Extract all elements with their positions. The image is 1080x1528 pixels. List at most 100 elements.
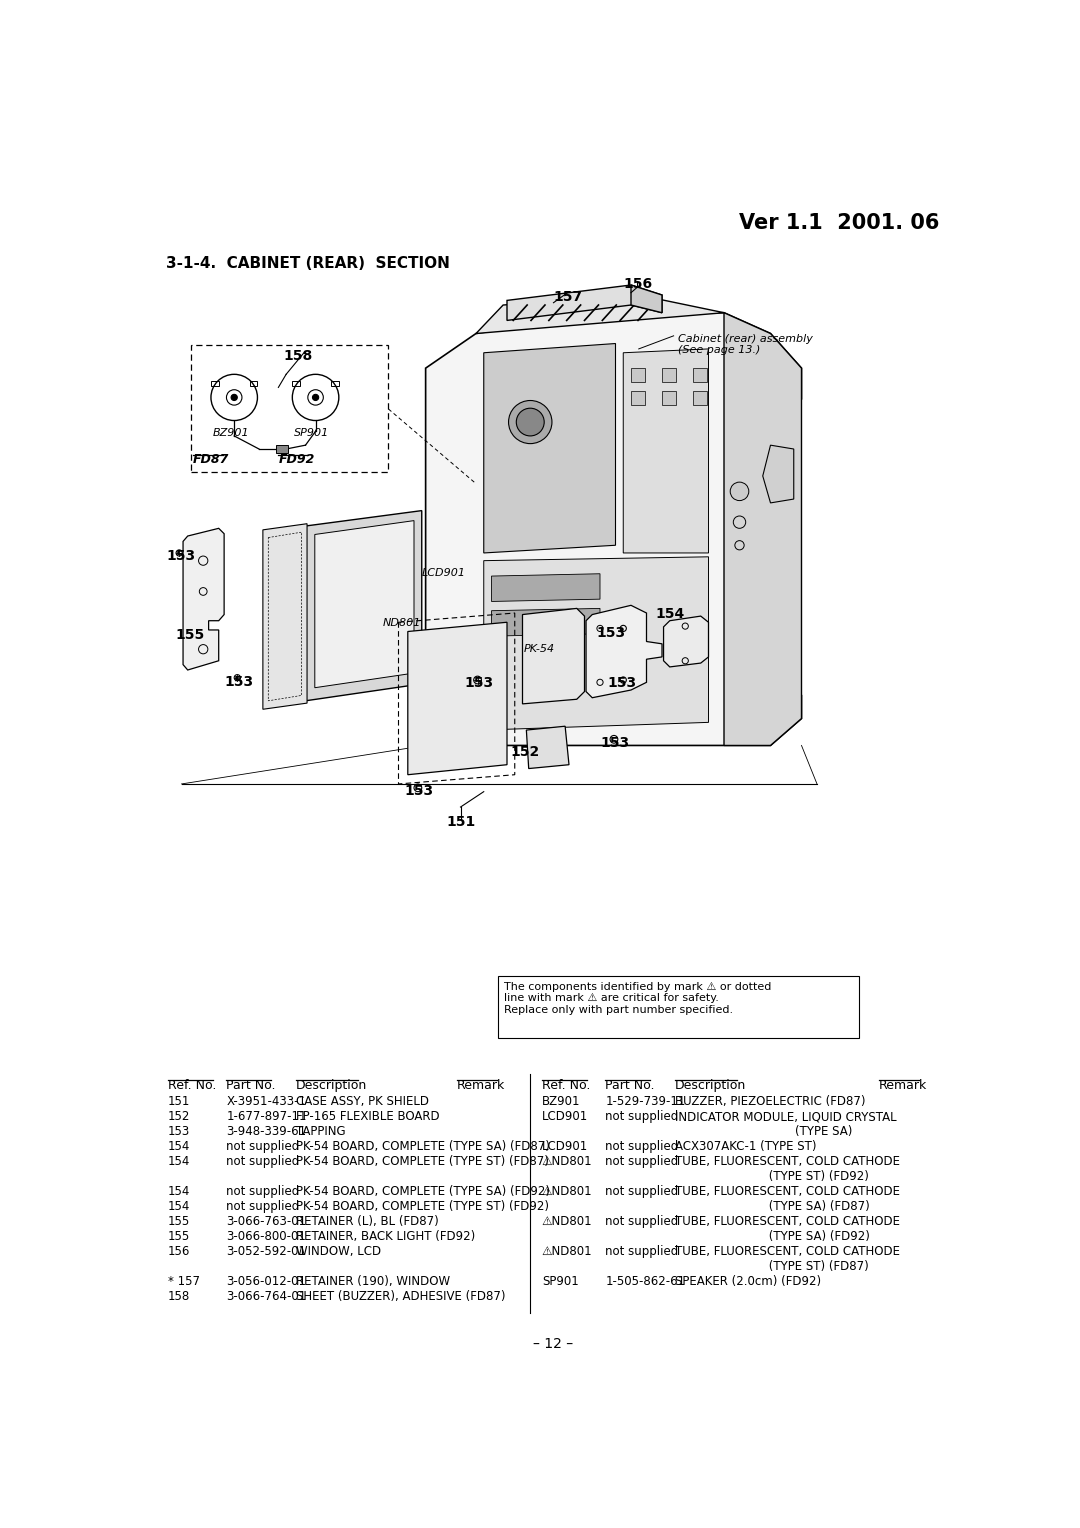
Circle shape: [509, 400, 552, 443]
Text: CASE ASSY, PK SHIELD: CASE ASSY, PK SHIELD: [296, 1096, 429, 1108]
Text: 3-948-339-61: 3-948-339-61: [227, 1125, 307, 1138]
Circle shape: [516, 408, 544, 435]
Text: TAPPING: TAPPING: [296, 1125, 346, 1138]
Polygon shape: [631, 368, 645, 382]
Text: (See page 13.): (See page 13.): [677, 345, 760, 354]
Text: 3-066-800-01: 3-066-800-01: [227, 1230, 307, 1244]
Text: (TYPE SA) (FD87): (TYPE SA) (FD87): [675, 1199, 869, 1213]
Polygon shape: [426, 313, 801, 746]
Text: 151: 151: [167, 1096, 190, 1108]
Polygon shape: [762, 445, 794, 503]
Text: WINDOW, LCD: WINDOW, LCD: [296, 1245, 381, 1258]
Text: ⚠ND801: ⚠ND801: [542, 1215, 593, 1229]
Text: 152: 152: [167, 1109, 190, 1123]
Polygon shape: [724, 313, 801, 746]
Text: ⚠ND801: ⚠ND801: [542, 1186, 593, 1198]
Text: not supplied: not supplied: [227, 1140, 300, 1154]
Text: 158: 158: [284, 348, 313, 364]
Text: not supplied: not supplied: [606, 1186, 678, 1198]
Polygon shape: [631, 391, 645, 405]
Polygon shape: [491, 608, 600, 636]
Text: 155: 155: [175, 628, 204, 642]
Text: BUZZER, PIEZOELECTRIC (FD87): BUZZER, PIEZOELECTRIC (FD87): [675, 1096, 866, 1108]
Text: TUBE, FLUORESCENT, COLD CATHODE: TUBE, FLUORESCENT, COLD CATHODE: [675, 1155, 900, 1167]
Text: 3-056-012-01: 3-056-012-01: [227, 1276, 307, 1288]
Text: 156: 156: [167, 1245, 190, 1258]
Text: 152: 152: [511, 746, 540, 759]
Text: not supplied: not supplied: [227, 1155, 300, 1167]
Text: RETAINER (190), WINDOW: RETAINER (190), WINDOW: [296, 1276, 450, 1288]
Text: Description: Description: [675, 1079, 746, 1093]
Text: (TYPE ST) (FD87): (TYPE ST) (FD87): [675, 1261, 869, 1273]
Polygon shape: [491, 573, 600, 602]
Text: – 12 –: – 12 –: [534, 1337, 573, 1351]
Text: LCD901: LCD901: [422, 568, 465, 579]
Bar: [191, 345, 389, 472]
Text: ⚠ND801: ⚠ND801: [542, 1245, 593, 1258]
Text: BZ901: BZ901: [213, 428, 249, 439]
Polygon shape: [586, 605, 662, 698]
Text: INDICATOR MODULE, LIQUID CRYSTAL: INDICATOR MODULE, LIQUID CRYSTAL: [675, 1109, 896, 1123]
Text: 154: 154: [656, 607, 685, 620]
Text: Ref. No.: Ref. No.: [542, 1079, 591, 1093]
Text: Part No.: Part No.: [227, 1079, 276, 1093]
Text: ACX307AKC-1 (TYPE ST): ACX307AKC-1 (TYPE ST): [675, 1140, 816, 1154]
Text: BZ901: BZ901: [542, 1096, 580, 1108]
Text: not supplied: not supplied: [606, 1140, 678, 1154]
Polygon shape: [526, 726, 569, 769]
Text: 3-066-763-01: 3-066-763-01: [227, 1215, 307, 1229]
Text: Remark: Remark: [457, 1079, 504, 1093]
Text: 1-677-897-11: 1-677-897-11: [227, 1109, 307, 1123]
Text: not supplied: not supplied: [606, 1215, 678, 1229]
Text: RETAINER (L), BL (FD87): RETAINER (L), BL (FD87): [296, 1215, 438, 1229]
Text: 153: 153: [167, 1125, 190, 1138]
Text: FD87: FD87: [193, 452, 229, 466]
Polygon shape: [183, 529, 225, 669]
Text: ⚠ND801: ⚠ND801: [542, 1155, 593, 1167]
Text: 158: 158: [167, 1290, 190, 1303]
Text: TUBE, FLUORESCENT, COLD CATHODE: TUBE, FLUORESCENT, COLD CATHODE: [675, 1215, 900, 1229]
Text: not supplied: not supplied: [606, 1155, 678, 1167]
Text: LCD901: LCD901: [542, 1140, 589, 1154]
Polygon shape: [476, 295, 724, 333]
Text: ND801: ND801: [383, 619, 421, 628]
Text: PK-54 BOARD, COMPLETE (TYPE ST) (FD87): PK-54 BOARD, COMPLETE (TYPE ST) (FD87): [296, 1155, 549, 1167]
Text: 1-529-739-11: 1-529-739-11: [606, 1096, 686, 1108]
Polygon shape: [693, 391, 707, 405]
Text: 154: 154: [167, 1155, 190, 1167]
Text: 156: 156: [623, 277, 652, 292]
Polygon shape: [314, 521, 414, 688]
Text: Description: Description: [296, 1079, 367, 1093]
Polygon shape: [662, 391, 676, 405]
Text: TUBE, FLUORESCENT, COLD CATHODE: TUBE, FLUORESCENT, COLD CATHODE: [675, 1245, 900, 1258]
Text: 151: 151: [446, 814, 476, 828]
Text: Ref. No.: Ref. No.: [167, 1079, 216, 1093]
Text: The components identified by mark ⚠ or dotted
line with mark ⚠ are critical for : The components identified by mark ⚠ or d…: [504, 983, 771, 1015]
Polygon shape: [507, 286, 662, 321]
Circle shape: [312, 394, 319, 400]
Text: (TYPE ST) (FD92): (TYPE ST) (FD92): [675, 1170, 869, 1183]
Text: not supplied: not supplied: [606, 1245, 678, 1258]
Text: RETAINER, BACK LIGHT (FD92): RETAINER, BACK LIGHT (FD92): [296, 1230, 475, 1244]
Text: 155: 155: [167, 1230, 190, 1244]
Text: 153: 153: [608, 677, 637, 691]
Text: 153: 153: [166, 549, 195, 564]
Polygon shape: [693, 368, 707, 382]
Polygon shape: [663, 616, 708, 666]
Text: 155: 155: [167, 1215, 190, 1229]
Text: not supplied: not supplied: [227, 1186, 300, 1198]
Text: SP901: SP901: [294, 428, 329, 439]
Text: 154: 154: [167, 1199, 190, 1213]
Polygon shape: [623, 348, 708, 553]
Text: PK-54 BOARD, COMPLETE (TYPE ST) (FD92): PK-54 BOARD, COMPLETE (TYPE ST) (FD92): [296, 1199, 550, 1213]
Text: 154: 154: [167, 1140, 190, 1154]
Text: PK-54: PK-54: [524, 643, 555, 654]
Text: SHEET (BUZZER), ADHESIVE (FD87): SHEET (BUZZER), ADHESIVE (FD87): [296, 1290, 505, 1303]
Text: 157: 157: [554, 290, 582, 304]
Text: 154: 154: [167, 1186, 190, 1198]
Polygon shape: [276, 445, 288, 452]
Text: PK-54 BOARD, COMPLETE (TYPE SA) (FD87): PK-54 BOARD, COMPLETE (TYPE SA) (FD87): [296, 1140, 550, 1154]
Text: Ver 1.1  2001. 06: Ver 1.1 2001. 06: [739, 212, 940, 232]
Bar: [498, 976, 859, 1038]
Circle shape: [231, 394, 238, 400]
